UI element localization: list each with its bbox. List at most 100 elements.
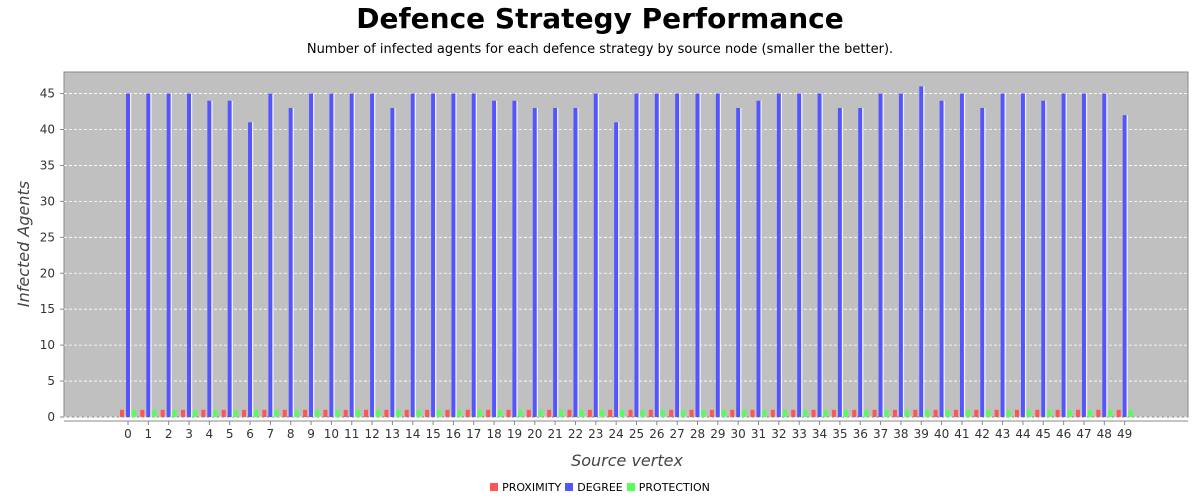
- bar-highlight: [272, 93, 274, 417]
- bar-protection-19: [518, 409, 523, 417]
- bar-degree-24: [614, 122, 619, 417]
- bar-highlight: [801, 93, 803, 417]
- bar-protection-24: [620, 409, 625, 417]
- x-tick-label: 6: [246, 427, 254, 441]
- bar-highlight: [353, 93, 355, 417]
- bar-degree-35: [837, 107, 842, 417]
- bar-protection-46: [1067, 409, 1072, 417]
- x-tick-label: 4: [206, 427, 214, 441]
- bar-proximity-0: [120, 409, 124, 417]
- bar-protection-40: [945, 409, 950, 417]
- bar-highlight: [252, 122, 254, 417]
- bar-degree-7: [268, 93, 273, 417]
- x-tick-label: 47: [1076, 427, 1091, 441]
- chart-subtitle: Number of infected agents for each defen…: [306, 42, 894, 57]
- bar-highlight: [231, 100, 233, 417]
- bar-protection-45: [1047, 409, 1052, 417]
- bar-highlight: [1065, 93, 1067, 417]
- bar-degree-37: [878, 93, 883, 417]
- bar-degree-10: [329, 93, 334, 417]
- bar-highlight: [394, 107, 396, 417]
- x-tick-label: 35: [832, 427, 847, 441]
- bar-degree-1: [146, 93, 151, 417]
- bar-degree-33: [797, 93, 802, 417]
- bar-highlight: [638, 93, 640, 417]
- bar-protection-25: [640, 409, 645, 417]
- bar-highlight: [679, 93, 681, 417]
- bar-degree-44: [1020, 93, 1025, 417]
- bar-degree-34: [817, 93, 822, 417]
- bar-proximity-39: [913, 409, 918, 417]
- bar-degree-30: [736, 107, 741, 417]
- bar-proximity-28: [689, 409, 694, 417]
- x-tick-label: 10: [324, 427, 339, 441]
- bar-degree-19: [512, 100, 517, 417]
- bar-degree-15: [431, 93, 436, 417]
- legend-item-degree: DEGREE: [565, 481, 623, 494]
- x-axis: 0 1 2 3 4 5 6 7 8 9 10 11 12 13 14 15 16 17 18 19 20 21 22 23 24…: [64, 420, 1188, 441]
- bar-proximity-15: [425, 409, 430, 417]
- y-tick-label: 15: [40, 302, 55, 316]
- y-tick-label: 0: [47, 410, 55, 424]
- y-tick-label: 35: [40, 158, 55, 172]
- bar-highlight: [313, 93, 315, 417]
- bar-highlight: [557, 107, 559, 417]
- x-tick-label: 9: [307, 427, 315, 441]
- x-tick-label: 26: [649, 427, 664, 441]
- bar-proximity-6: [242, 409, 247, 417]
- bar-highlight: [923, 86, 925, 418]
- bar-protection-13: [396, 409, 401, 417]
- bar-highlight: [943, 100, 945, 417]
- bar-degree-46: [1061, 93, 1066, 417]
- x-tick-label: 30: [731, 427, 746, 441]
- legend-swatch: [490, 483, 499, 491]
- bar-protection-14: [416, 409, 421, 417]
- bar-highlight: [821, 93, 823, 417]
- bar-degree-9: [309, 93, 314, 417]
- bar-protection-9: [315, 409, 320, 417]
- bar-protection-27: [681, 409, 686, 417]
- y-axis: 0 5 10 15 20 25 30 35 40 45: [40, 87, 64, 424]
- bar-highlight: [496, 100, 498, 417]
- x-tick-label: 25: [629, 427, 644, 441]
- bar-degree-4: [207, 100, 212, 417]
- bar-protection-18: [498, 409, 503, 417]
- bar-proximity-23: [587, 409, 592, 417]
- x-tick-label: 46: [1056, 427, 1071, 441]
- bar-proximity-35: [831, 409, 836, 417]
- x-tick-label: 34: [812, 427, 827, 441]
- bar-degree-48: [1102, 93, 1107, 417]
- bar-protection-43: [1006, 409, 1011, 417]
- bar-proximity-3: [181, 409, 186, 417]
- x-tick-label: 40: [934, 427, 949, 441]
- x-tick-label: 3: [185, 427, 193, 441]
- bar-proximity-22: [567, 409, 572, 417]
- bar-proximity-46: [1055, 409, 1060, 417]
- x-tick-label: 0: [124, 427, 132, 441]
- bar-protection-29: [721, 409, 726, 417]
- bar-highlight: [577, 107, 579, 417]
- bar-highlight: [333, 93, 335, 417]
- legend-label: DEGREE: [577, 481, 623, 494]
- bar-protection-17: [477, 409, 482, 417]
- bar-highlight: [516, 100, 518, 417]
- bar-protection-38: [904, 409, 909, 417]
- bar-degree-16: [451, 93, 456, 417]
- bar-highlight: [699, 93, 701, 417]
- bar-proximity-21: [547, 409, 552, 417]
- bar-proximity-40: [933, 409, 938, 417]
- x-tick-label: 19: [507, 427, 522, 441]
- bar-proximity-1: [140, 409, 145, 417]
- x-axis-label: Source vertex: [571, 451, 683, 470]
- chart-title: Defence Strategy Performance: [356, 2, 844, 35]
- bar-proximity-16: [445, 409, 450, 417]
- bar-highlight: [292, 107, 294, 417]
- bar-highlight: [414, 93, 416, 417]
- bar-proximity-42: [974, 409, 979, 417]
- bars-layer: [120, 86, 1133, 418]
- bar-proximity-44: [1014, 409, 1019, 417]
- bar-degree-20: [532, 107, 537, 417]
- bar-highlight: [1045, 100, 1047, 417]
- x-tick-label: 44: [1015, 427, 1030, 441]
